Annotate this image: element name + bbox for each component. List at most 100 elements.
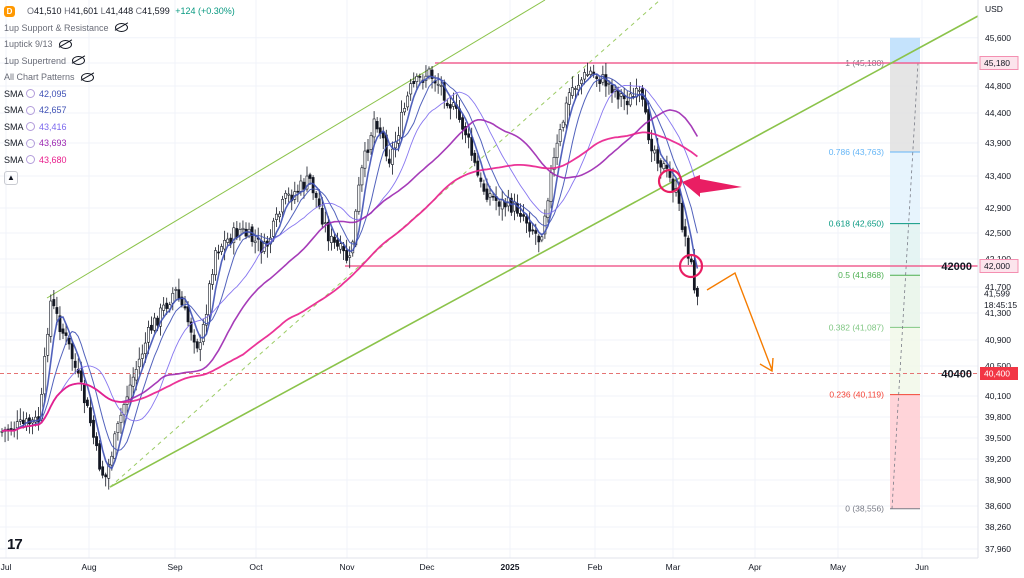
y-tick-label: 40,100 (985, 391, 1011, 401)
sma-value: 43,693 (39, 138, 67, 149)
candle-body (128, 384, 132, 400)
candle-body (329, 235, 333, 244)
sma-settings-icon[interactable] (26, 89, 35, 99)
candle-body (174, 289, 178, 291)
x-tick-label: Mar (666, 562, 681, 572)
sma-label: SMA (4, 105, 24, 116)
candle-body (528, 222, 532, 232)
candle-body (409, 83, 413, 95)
candle-body (140, 353, 144, 359)
candle-body (403, 108, 407, 113)
candle-body (442, 82, 446, 101)
sma-value: 42,657 (39, 105, 67, 116)
candle-body (491, 195, 495, 198)
eye-off-icon[interactable] (114, 23, 128, 33)
high-value: 41,601 (70, 6, 99, 17)
candle-body (110, 455, 114, 466)
candle-body (519, 213, 522, 217)
high-label: H (64, 6, 71, 17)
sma-line (1, 85, 698, 432)
sma-value: 43,680 (39, 154, 67, 165)
tradingview-logo[interactable]: 17 (7, 536, 23, 553)
candle-body (284, 192, 288, 199)
candle-body (34, 416, 37, 423)
candle-body (320, 207, 324, 225)
candle-body (534, 230, 538, 234)
candle-body (567, 92, 571, 105)
symbol-icon[interactable]: D (4, 5, 15, 17)
candle-body (671, 178, 675, 192)
candle-body (683, 226, 687, 237)
candle-body (95, 436, 98, 447)
sma-settings-icon[interactable] (26, 122, 35, 132)
sma-row[interactable]: SMA 43,680 (4, 152, 235, 169)
indicator-row[interactable]: 1uptick 9/13 (4, 36, 235, 53)
candle-body (61, 328, 65, 334)
candle-body (326, 221, 330, 242)
sma-settings-icon[interactable] (26, 155, 35, 165)
channel-upper-line (46, 0, 546, 299)
candle-body (21, 419, 25, 425)
sma-settings-icon[interactable] (26, 138, 35, 148)
candle-body (49, 300, 53, 337)
candle-body (275, 213, 278, 220)
close-label: C (135, 6, 143, 17)
candle-body (211, 274, 214, 285)
candle-body (223, 240, 227, 250)
candle-body (107, 463, 111, 479)
fib-zone (890, 327, 920, 395)
candle-body (488, 193, 492, 198)
candle-body (439, 85, 443, 87)
candle-body (150, 324, 153, 331)
y-tick-label: 37,960 (985, 544, 1011, 554)
candle-body (656, 149, 660, 164)
indicator-label: 1uptick 9/13 (4, 39, 53, 50)
candle-body (595, 76, 599, 79)
candle-body (470, 137, 474, 156)
sma-row[interactable]: SMA 42,657 (4, 102, 235, 119)
sma-settings-icon[interactable] (26, 105, 35, 115)
candle-body (555, 142, 559, 158)
candle-body (73, 360, 77, 368)
candle-body (232, 227, 236, 244)
candle-body (647, 109, 651, 141)
price-tag (979, 56, 1019, 70)
eye-off-icon[interactable] (80, 72, 94, 82)
indicator-row[interactable]: 1up Support & Resistance (4, 20, 235, 37)
change-value: +124 (+0.30%) (175, 6, 235, 17)
candle-body (159, 307, 163, 327)
y-tick-label: 45,600 (985, 33, 1011, 43)
annotation-arrow (682, 175, 742, 197)
level-label: 40400 (941, 369, 972, 381)
chevron-up-icon[interactable]: ▲ (4, 171, 18, 186)
candle-body (360, 167, 364, 186)
indicator-row[interactable]: All Chart Patterns (4, 69, 235, 86)
low-label: L (100, 6, 106, 17)
candle-body (552, 157, 556, 171)
sma-row[interactable]: SMA 43,693 (4, 135, 235, 152)
fib-level-label: 0 (38,556) (845, 504, 884, 514)
candle-body (558, 129, 562, 142)
projection-arrowhead (759, 357, 774, 373)
candle-body (253, 240, 257, 243)
sma-row[interactable]: SMA 43,416 (4, 119, 235, 136)
candle-body (546, 200, 550, 218)
y-tick-label: 40,900 (985, 335, 1011, 345)
candle-body (430, 69, 434, 79)
candle-body (436, 83, 440, 86)
indicator-row[interactable]: 1up Supertrend (4, 53, 235, 70)
low-value: 41,448 (105, 6, 134, 17)
fib-trend-line (891, 62, 919, 509)
candle-body (82, 383, 86, 404)
x-tick-label: Feb (588, 562, 603, 572)
candle-body (689, 258, 693, 263)
eye-off-icon[interactable] (72, 56, 86, 66)
candle-body (583, 72, 586, 80)
sma-row[interactable]: SMA 42,095 (4, 86, 235, 103)
eye-off-icon[interactable] (58, 39, 72, 49)
y-tick-label: 42,900 (985, 203, 1011, 213)
x-tick-label: Jun (915, 562, 929, 572)
candle-body (119, 414, 123, 423)
candle-body (195, 341, 199, 349)
